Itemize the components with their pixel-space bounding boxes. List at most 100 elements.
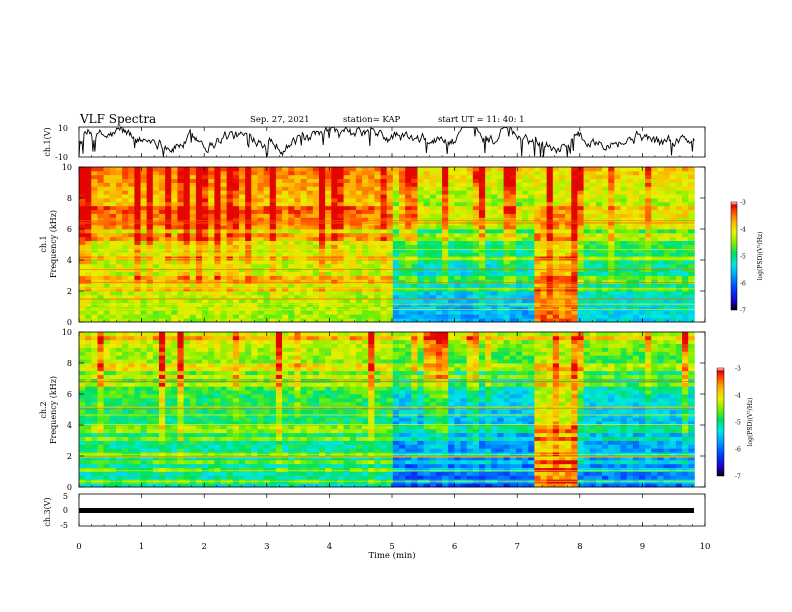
spectrogram-cell	[79, 386, 86, 391]
spectrogram-cell	[165, 260, 172, 265]
spectrogram-cell	[515, 182, 523, 187]
spectrogram-cell	[269, 260, 277, 265]
spectrogram-cell	[165, 390, 172, 395]
spectrogram-cell	[565, 287, 572, 292]
spectrogram-cell	[657, 287, 664, 292]
spectrogram-cell	[109, 260, 117, 265]
spectrogram-cell	[171, 378, 178, 383]
spectrogram-cell	[79, 471, 86, 476]
spectrogram-cell	[491, 217, 498, 222]
spectrogram-cell	[109, 240, 117, 245]
spectrogram-cell	[115, 248, 123, 253]
spectrogram-cell	[251, 190, 258, 195]
spectrogram-cell	[491, 209, 498, 214]
spectrogram-cell	[208, 306, 215, 311]
spectrogram-cell	[214, 351, 221, 356]
spectrogram-cell	[294, 318, 301, 323]
spectrogram-cell	[97, 440, 105, 445]
spectrogram-cell	[214, 306, 221, 311]
spectrogram-cell	[497, 186, 504, 191]
spectrogram-cell	[448, 318, 455, 323]
spectrogram-cell	[220, 428, 228, 434]
spectrogram-cell	[177, 386, 185, 391]
spectrogram-cell	[294, 236, 301, 242]
spectrogram-cell	[688, 298, 695, 304]
spectrogram-cell	[454, 291, 461, 296]
spectrogram-cell	[442, 205, 449, 211]
spectrogram-cell	[497, 182, 504, 187]
spectrogram-cell	[417, 194, 424, 199]
spectrogram-cell	[91, 401, 98, 407]
spectrogram-cell	[238, 279, 246, 284]
spectrogram-cell	[152, 436, 160, 441]
spectrogram-cell	[552, 318, 560, 323]
spectrogram-cell	[663, 201, 671, 207]
spectrogram-cell	[134, 221, 141, 226]
spectrogram-cell	[294, 275, 301, 280]
spectrogram-cell	[682, 225, 689, 230]
spectrogram-cell	[515, 252, 523, 257]
spectrogram-cell	[368, 167, 375, 172]
spectrogram-cell	[238, 252, 246, 257]
spectrogram-cell	[189, 471, 197, 476]
spectrogram-cell	[275, 209, 283, 214]
spectrogram-cell	[682, 298, 689, 304]
spectrogram-cell	[423, 194, 431, 199]
station-label: station= KAP	[343, 115, 401, 125]
spectrogram-cell	[442, 190, 449, 195]
spectrogram-cell	[152, 232, 160, 238]
spectrogram-cell	[608, 170, 615, 176]
spectrogram-cell	[472, 186, 480, 191]
spectrogram-cell	[411, 232, 418, 238]
spectrogram-cell	[614, 194, 621, 199]
spectrogram-cell	[146, 279, 154, 284]
spectrogram-cell	[97, 471, 105, 476]
spectrogram-cell	[380, 217, 388, 222]
spectrogram-cell	[294, 240, 301, 245]
spectrogram-cell	[448, 287, 455, 292]
spectrogram-cell	[312, 186, 320, 191]
spectrogram-cell	[146, 335, 154, 341]
spectrogram-cell	[534, 194, 541, 199]
spectrogram-cell	[565, 314, 572, 319]
spectrogram-cell	[669, 240, 677, 245]
spectrogram-cell	[423, 275, 431, 280]
spectrogram-cell	[571, 318, 578, 323]
spectrogram-cell	[638, 190, 646, 195]
spectrogram-cell	[171, 236, 178, 242]
spectrogram-cell	[374, 221, 381, 226]
spectrogram-cell	[651, 205, 658, 211]
spectrogram-cell	[417, 248, 424, 253]
spectrogram-cell	[214, 444, 221, 449]
spectrogram-cell	[171, 186, 178, 191]
spectrogram-cell	[589, 236, 597, 242]
spectrogram-cell	[398, 232, 406, 238]
spectrogram-cell	[245, 291, 252, 296]
spectrogram-cell	[282, 213, 289, 218]
spectrogram-cell	[159, 363, 166, 368]
spectrogram-cell	[146, 232, 154, 238]
spectrogram-cell	[552, 252, 560, 257]
spectrogram-cell	[435, 314, 443, 319]
spectrogram-cell	[663, 318, 671, 323]
spectrogram-cell	[202, 244, 209, 249]
spectrogram-cell	[300, 310, 308, 315]
spectrogram-cell	[263, 248, 271, 253]
spectrogram-cell	[362, 298, 369, 304]
spectrogram-cell	[398, 213, 406, 218]
spectrogram-cell	[208, 170, 215, 176]
spectrogram-cell	[238, 174, 246, 180]
spectrogram-cell	[165, 343, 172, 348]
spectrogram-cell	[109, 310, 117, 315]
spectrogram-cell	[374, 318, 381, 323]
spectrogram-cell	[109, 201, 117, 207]
spectrogram-cell	[238, 194, 246, 199]
spectrogram-cell	[380, 225, 388, 230]
spectrogram-cell	[497, 232, 504, 238]
spectrogram-cell	[411, 201, 418, 207]
spectrogram-cell	[115, 190, 123, 195]
spectrogram-cell	[337, 260, 344, 265]
spectrogram-cell	[546, 182, 554, 187]
spectrogram-cell	[115, 436, 123, 441]
spectrogram-cell	[220, 409, 228, 414]
